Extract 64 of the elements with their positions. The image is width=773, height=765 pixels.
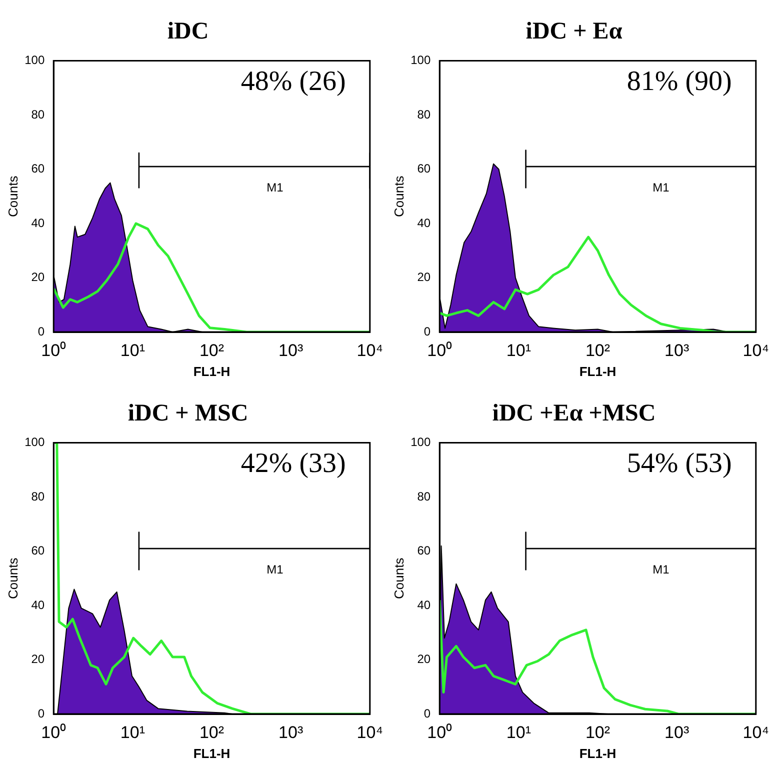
x-tick-label: 10³ [278,722,304,742]
x-axis-title: FL1-H [579,364,616,379]
y-tick-label: 20 [31,652,45,666]
y-tick-label: 0 [38,706,45,720]
y-tick-label: 0 [38,324,45,338]
y-tick-label: 60 [31,544,45,558]
y-tick-label: 20 [417,652,431,666]
x-tick-label: 10² [199,722,224,742]
y-tick-label: 40 [417,216,431,230]
x-axis-title: FL1-H [193,746,230,761]
annotation: 81% (90) [626,66,732,98]
y-axis-title: Counts [5,175,20,217]
annotation: 54% (53) [626,448,732,480]
x-tick-label: 10² [199,340,224,360]
y-tick-label: 100 [24,435,45,450]
annotation: 42% (33) [240,448,346,480]
y-tick-label: 80 [31,489,45,504]
y-tick-label: 0 [424,706,431,720]
y-axis-title: Counts [391,557,406,599]
y-tick-label: 40 [31,598,45,612]
y-tick-label: 80 [417,489,431,504]
y-tick-label: 40 [417,598,431,612]
x-tick-label: 10⁰ [427,340,452,360]
y-tick-label: 100 [410,53,431,68]
x-tick-label: 10⁰ [41,340,66,360]
y-tick-label: 20 [31,270,45,284]
annotation: M1 [266,562,284,577]
x-tick-label: 10² [585,722,610,742]
x-tick-label: 10¹ [506,340,532,360]
chart-title: iDC + MSC [128,400,248,427]
annotation: M1 [652,180,670,195]
y-tick-label: 80 [417,107,431,122]
x-tick-label: 10³ [278,340,304,360]
x-axis-title: FL1-H [193,364,230,379]
x-tick-label: 10⁰ [41,722,66,742]
x-tick-label: 10⁴ [742,722,769,742]
annotation: M1 [652,562,670,577]
y-tick-label: 60 [417,544,431,558]
y-tick-label: 0 [424,324,431,338]
annotation: 48% (26) [240,66,346,98]
y-axis-title: Counts [5,557,20,599]
x-tick-label: 10³ [664,722,690,742]
y-tick-label: 100 [24,53,45,68]
x-tick-label: 10³ [664,340,690,360]
chart-title: iDC [167,18,209,45]
x-tick-label: 10⁴ [356,722,383,742]
y-tick-label: 100 [410,435,431,450]
chart-title: iDC +Eα +MSC [492,400,656,427]
annotation: M1 [266,180,284,195]
y-tick-label: 20 [417,270,431,284]
y-tick-label: 60 [417,162,431,176]
y-tick-label: 60 [31,162,45,176]
y-tick-label: 80 [31,107,45,122]
x-tick-label: 10⁰ [427,722,452,742]
x-tick-label: 10¹ [120,722,146,742]
x-tick-label: 10¹ [120,340,146,360]
chart-title: iDC + Eα [526,18,623,45]
x-axis-title: FL1-H [579,746,616,761]
y-tick-label: 40 [31,216,45,230]
x-tick-label: 10¹ [506,722,532,742]
x-tick-label: 10² [585,340,610,360]
x-tick-label: 10⁴ [742,340,769,360]
x-tick-label: 10⁴ [356,340,383,360]
y-axis-title: Counts [391,175,406,217]
